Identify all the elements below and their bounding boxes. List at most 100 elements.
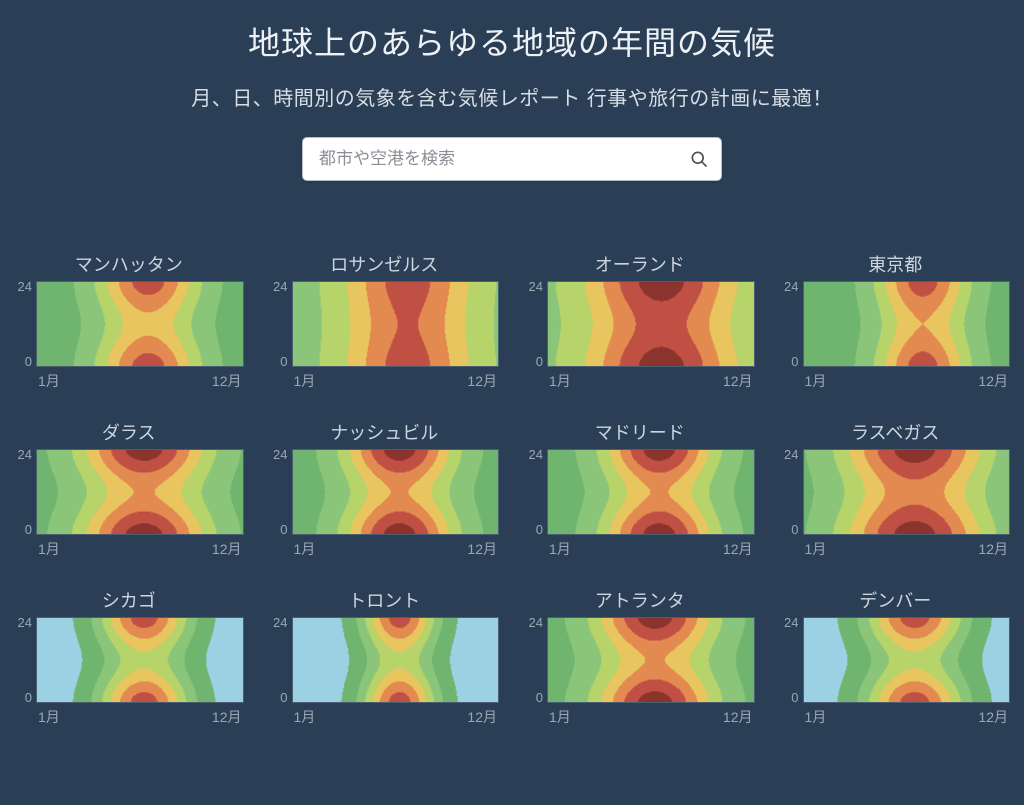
y-axis-bottom: 0 <box>14 522 32 537</box>
city-label[interactable]: マンハッタン <box>14 251 244 277</box>
y-axis-top: 24 <box>781 279 799 294</box>
y-axis-bottom: 0 <box>781 354 799 369</box>
x-axis-labels: 1月 12月 <box>547 707 755 727</box>
y-axis-top: 24 <box>781 447 799 462</box>
page-title: 地球上のあらゆる地域の年間の気候 <box>0 18 1024 64</box>
x-axis-start: 1月 <box>38 539 60 559</box>
x-axis-end: 12月 <box>723 707 753 727</box>
city-grid: マンハッタン 24 0 1月 12月 ロサンゼルス 24 0 1月 12月 オーランド 24 0 1月 12… <box>0 181 1024 727</box>
city-cell: マドリード 24 0 1月 12月 <box>525 419 755 559</box>
y-axis-top: 24 <box>14 447 32 462</box>
climate-heatmap[interactable] <box>803 449 1011 535</box>
city-cell: 東京都 24 0 1月 12月 <box>781 251 1011 391</box>
city-cell: ラスベガス 24 0 1月 12月 <box>781 419 1011 559</box>
climate-heatmap[interactable] <box>292 617 500 703</box>
city-label[interactable]: シカゴ <box>14 587 244 613</box>
x-axis-end: 12月 <box>467 707 497 727</box>
city-cell: マンハッタン 24 0 1月 12月 <box>14 251 244 391</box>
page-subtitle: 月、日、時間別の気象を含む気候レポート 行事や旅行の計画に最適！ <box>0 82 1024 111</box>
x-axis-labels: 1月 12月 <box>36 539 244 559</box>
climate-heatmap[interactable] <box>292 281 500 367</box>
city-label[interactable]: ダラス <box>14 419 244 445</box>
climate-heatmap[interactable] <box>36 281 244 367</box>
search-input[interactable] <box>319 149 689 169</box>
x-axis-labels: 1月 12月 <box>803 371 1011 391</box>
x-axis-start: 1月 <box>805 539 827 559</box>
climate-heatmap[interactable] <box>803 281 1011 367</box>
x-axis-end: 12月 <box>978 371 1008 391</box>
city-cell: ダラス 24 0 1月 12月 <box>14 419 244 559</box>
city-label[interactable]: ラスベガス <box>781 419 1011 445</box>
climate-heatmap[interactable] <box>803 617 1011 703</box>
x-axis-end: 12月 <box>212 707 242 727</box>
x-axis-labels: 1月 12月 <box>36 371 244 391</box>
city-cell: シカゴ 24 0 1月 12月 <box>14 587 244 727</box>
y-axis-bottom: 0 <box>270 690 288 705</box>
climate-heatmap[interactable] <box>36 449 244 535</box>
city-label[interactable]: ロサンゼルス <box>270 251 500 277</box>
y-axis-top: 24 <box>14 279 32 294</box>
y-axis-top: 24 <box>525 615 543 630</box>
x-axis-start: 1月 <box>38 707 60 727</box>
y-axis-bottom: 0 <box>525 354 543 369</box>
climate-heatmap[interactable] <box>547 617 755 703</box>
x-axis-end: 12月 <box>212 371 242 391</box>
city-label[interactable]: ナッシュビル <box>270 419 500 445</box>
y-axis-bottom: 0 <box>781 690 799 705</box>
y-axis-top: 24 <box>14 615 32 630</box>
y-axis-bottom: 0 <box>781 522 799 537</box>
x-axis-start: 1月 <box>294 707 316 727</box>
x-axis-start: 1月 <box>294 539 316 559</box>
y-axis-bottom: 0 <box>525 690 543 705</box>
y-axis-top: 24 <box>270 447 288 462</box>
x-axis-start: 1月 <box>549 707 571 727</box>
y-axis-bottom: 0 <box>14 354 32 369</box>
city-label[interactable]: 東京都 <box>781 251 1011 277</box>
x-axis-start: 1月 <box>549 539 571 559</box>
y-axis-bottom: 0 <box>14 690 32 705</box>
x-axis-labels: 1月 12月 <box>292 371 500 391</box>
x-axis-labels: 1月 12月 <box>803 707 1011 727</box>
climate-heatmap[interactable] <box>36 617 244 703</box>
x-axis-start: 1月 <box>805 371 827 391</box>
x-axis-end: 12月 <box>212 539 242 559</box>
x-axis-end: 12月 <box>978 707 1008 727</box>
x-axis-end: 12月 <box>723 371 753 391</box>
search-icon <box>689 149 709 169</box>
city-label[interactable]: デンバー <box>781 587 1011 613</box>
x-axis-labels: 1月 12月 <box>547 539 755 559</box>
y-axis-bottom: 0 <box>525 522 543 537</box>
search-box[interactable] <box>302 137 722 181</box>
x-axis-labels: 1月 12月 <box>36 707 244 727</box>
x-axis-labels: 1月 12月 <box>547 371 755 391</box>
city-cell: ロサンゼルス 24 0 1月 12月 <box>270 251 500 391</box>
x-axis-end: 12月 <box>723 539 753 559</box>
x-axis-labels: 1月 12月 <box>292 539 500 559</box>
y-axis-bottom: 0 <box>270 522 288 537</box>
x-axis-end: 12月 <box>467 539 497 559</box>
x-axis-labels: 1月 12月 <box>803 539 1011 559</box>
city-cell: オーランド 24 0 1月 12月 <box>525 251 755 391</box>
city-label[interactable]: マドリード <box>525 419 755 445</box>
city-label[interactable]: オーランド <box>525 251 755 277</box>
y-axis-bottom: 0 <box>270 354 288 369</box>
y-axis-top: 24 <box>270 279 288 294</box>
y-axis-top: 24 <box>525 447 543 462</box>
city-cell: アトランタ 24 0 1月 12月 <box>525 587 755 727</box>
x-axis-start: 1月 <box>805 707 827 727</box>
y-axis-top: 24 <box>525 279 543 294</box>
x-axis-end: 12月 <box>978 539 1008 559</box>
x-axis-start: 1月 <box>549 371 571 391</box>
climate-heatmap[interactable] <box>292 449 500 535</box>
x-axis-end: 12月 <box>467 371 497 391</box>
city-label[interactable]: アトランタ <box>525 587 755 613</box>
climate-heatmap[interactable] <box>547 449 755 535</box>
x-axis-start: 1月 <box>294 371 316 391</box>
city-label[interactable]: トロント <box>270 587 500 613</box>
y-axis-top: 24 <box>781 615 799 630</box>
city-cell: ナッシュビル 24 0 1月 12月 <box>270 419 500 559</box>
city-cell: トロント2401月12月 <box>270 587 500 727</box>
x-axis-start: 1月 <box>38 371 60 391</box>
x-axis-labels: 1月 12月 <box>292 707 500 727</box>
climate-heatmap[interactable] <box>547 281 755 367</box>
